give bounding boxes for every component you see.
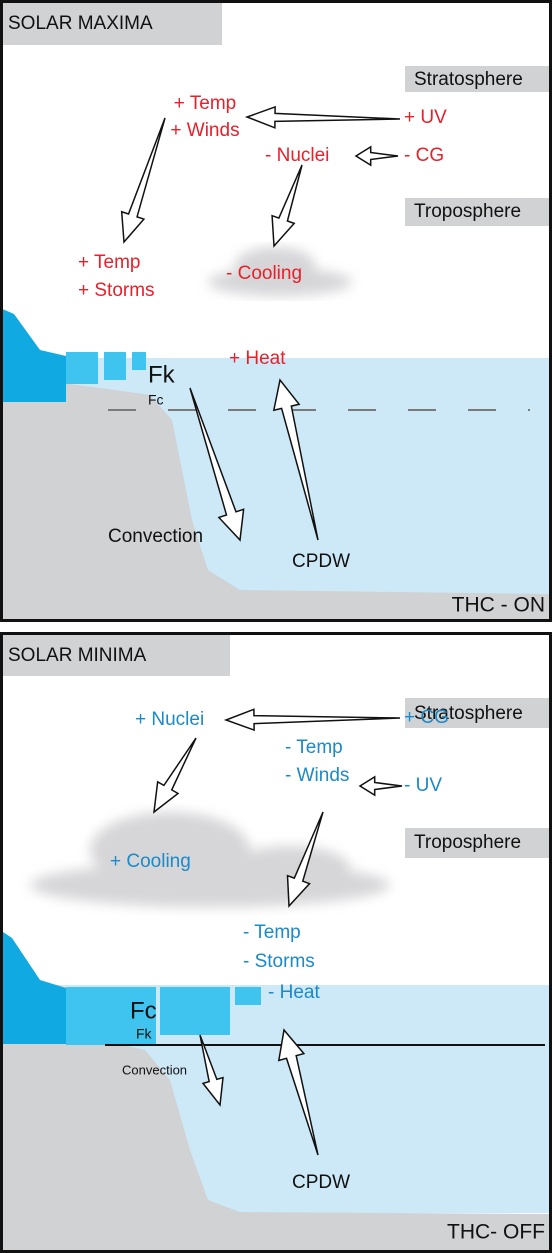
label: CPDW: [292, 551, 350, 572]
flux: Fk: [136, 1026, 153, 1042]
arrow: [286, 811, 324, 908]
arrow: [271, 164, 303, 248]
title: SOLAR MINIMA: [8, 645, 147, 666]
label: - CG: [404, 145, 444, 166]
arrow: [272, 378, 319, 541]
label: + Storms: [78, 280, 155, 301]
arrow: [189, 387, 245, 542]
label: CPDW: [292, 1172, 350, 1193]
label: THC - ON: [452, 594, 545, 617]
arrow: [354, 145, 399, 167]
label: - Nuclei: [265, 145, 329, 166]
flux: Fk: [148, 361, 176, 388]
label: - Temp: [285, 737, 343, 758]
label: Convection: [108, 526, 203, 547]
label: + Temp: [174, 93, 237, 114]
label: - Temp: [243, 922, 301, 943]
flux: Fc: [130, 997, 157, 1024]
arrow: [277, 1028, 319, 1156]
label: - Heat: [268, 982, 320, 1003]
panel-bottom: SOLAR MINIMA Stratosphere Troposphere + …: [0, 632, 552, 1253]
arrow: [120, 117, 166, 244]
title: SOLAR MAXIMA: [8, 13, 153, 34]
layer: Stratosphere: [414, 703, 523, 724]
label: + Nuclei: [135, 709, 204, 730]
label: - Winds: [285, 765, 349, 786]
arrow: [358, 775, 403, 797]
layer: Stratosphere: [414, 69, 523, 90]
arrow: [244, 105, 401, 129]
label: + UV: [404, 107, 447, 128]
arrow: [223, 708, 401, 732]
label: + Cooling: [110, 851, 191, 872]
label: THC- OFF: [447, 1221, 545, 1244]
label: + Temp: [78, 252, 141, 273]
flux: Fc: [148, 392, 164, 408]
panel-top: SOLAR MAXIMA Stratosphere Troposphere + …: [0, 0, 552, 622]
arrow: [199, 1034, 224, 1107]
arrow: [153, 737, 197, 814]
layer: Troposphere: [414, 201, 521, 222]
layer: Troposphere: [414, 832, 521, 853]
label: Convection: [122, 1062, 187, 1077]
label: - UV: [404, 775, 442, 796]
label: + Heat: [229, 348, 286, 369]
label: - Cooling: [226, 263, 302, 284]
label: - Storms: [243, 951, 315, 972]
label: + CG: [404, 707, 449, 728]
label: + Winds: [170, 120, 239, 141]
